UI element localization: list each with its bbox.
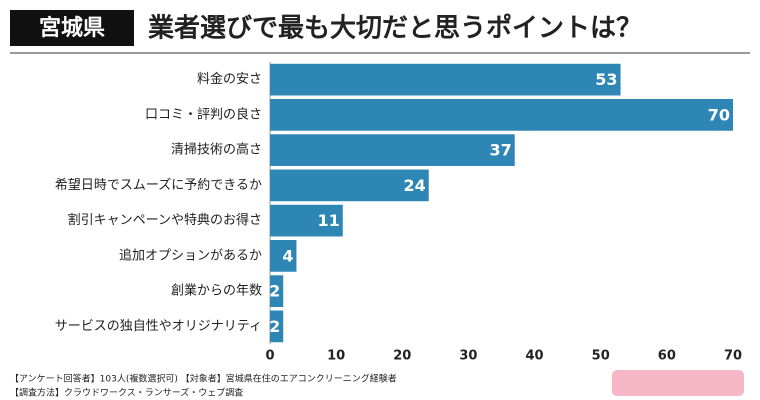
bar <box>270 134 515 166</box>
bar <box>270 63 621 96</box>
y-tick-label: 清掃技術の高さ <box>171 142 262 158</box>
y-tick-label: 口コミ・評判の良さ <box>145 106 262 122</box>
bar <box>270 99 733 131</box>
bar <box>270 204 343 237</box>
x-tick-label: 0 <box>265 349 274 364</box>
data-label: 2 <box>269 317 280 336</box>
data-label: 2 <box>269 282 280 301</box>
bar <box>270 169 429 202</box>
data-label: 4 <box>282 246 293 265</box>
y-tick-label: 料金の安さ <box>197 71 262 87</box>
y-tick-label: 希望日時でスムーズに予約できるか <box>55 177 262 193</box>
x-tick-label: 10 <box>327 349 345 364</box>
x-tick-label: 40 <box>526 349 544 364</box>
bar <box>270 240 297 272</box>
x-tick-label: 20 <box>393 349 411 364</box>
y-tick-label: サービスの独自性やオリジナリティ <box>55 319 262 334</box>
chart-title: 業者選びで最も大切だと思うポイントは？ <box>148 13 642 44</box>
data-label: 37 <box>489 141 511 160</box>
x-tick-label: 60 <box>658 349 676 364</box>
bar <box>270 275 284 307</box>
y-tick-label: 追加オプションがあるか <box>119 247 262 263</box>
data-label: 11 <box>317 211 339 230</box>
logo <box>612 370 744 396</box>
x-tick-label: 30 <box>459 349 477 364</box>
x-tick-label: 50 <box>592 349 610 364</box>
x-tick-label: 70 <box>724 349 742 364</box>
y-tick-label: 創業からの年数 <box>171 283 262 299</box>
bar <box>270 310 284 343</box>
footnote: 【アンケート回答者】103人(複数選択可) 【対象者】宮城県在住のエアコンクリー… <box>10 373 397 385</box>
footnote: 【調査方法】クラウドワークス・ランサーズ・ウェブ調査 <box>10 387 243 399</box>
data-label: 70 <box>708 105 730 124</box>
y-tick-label: 割引キャンペーンや特典のお得さ <box>68 212 262 228</box>
badge: 宮城県 <box>39 15 105 41</box>
badge-box <box>10 10 134 46</box>
data-label: 53 <box>595 70 617 89</box>
data-label: 24 <box>403 176 425 195</box>
